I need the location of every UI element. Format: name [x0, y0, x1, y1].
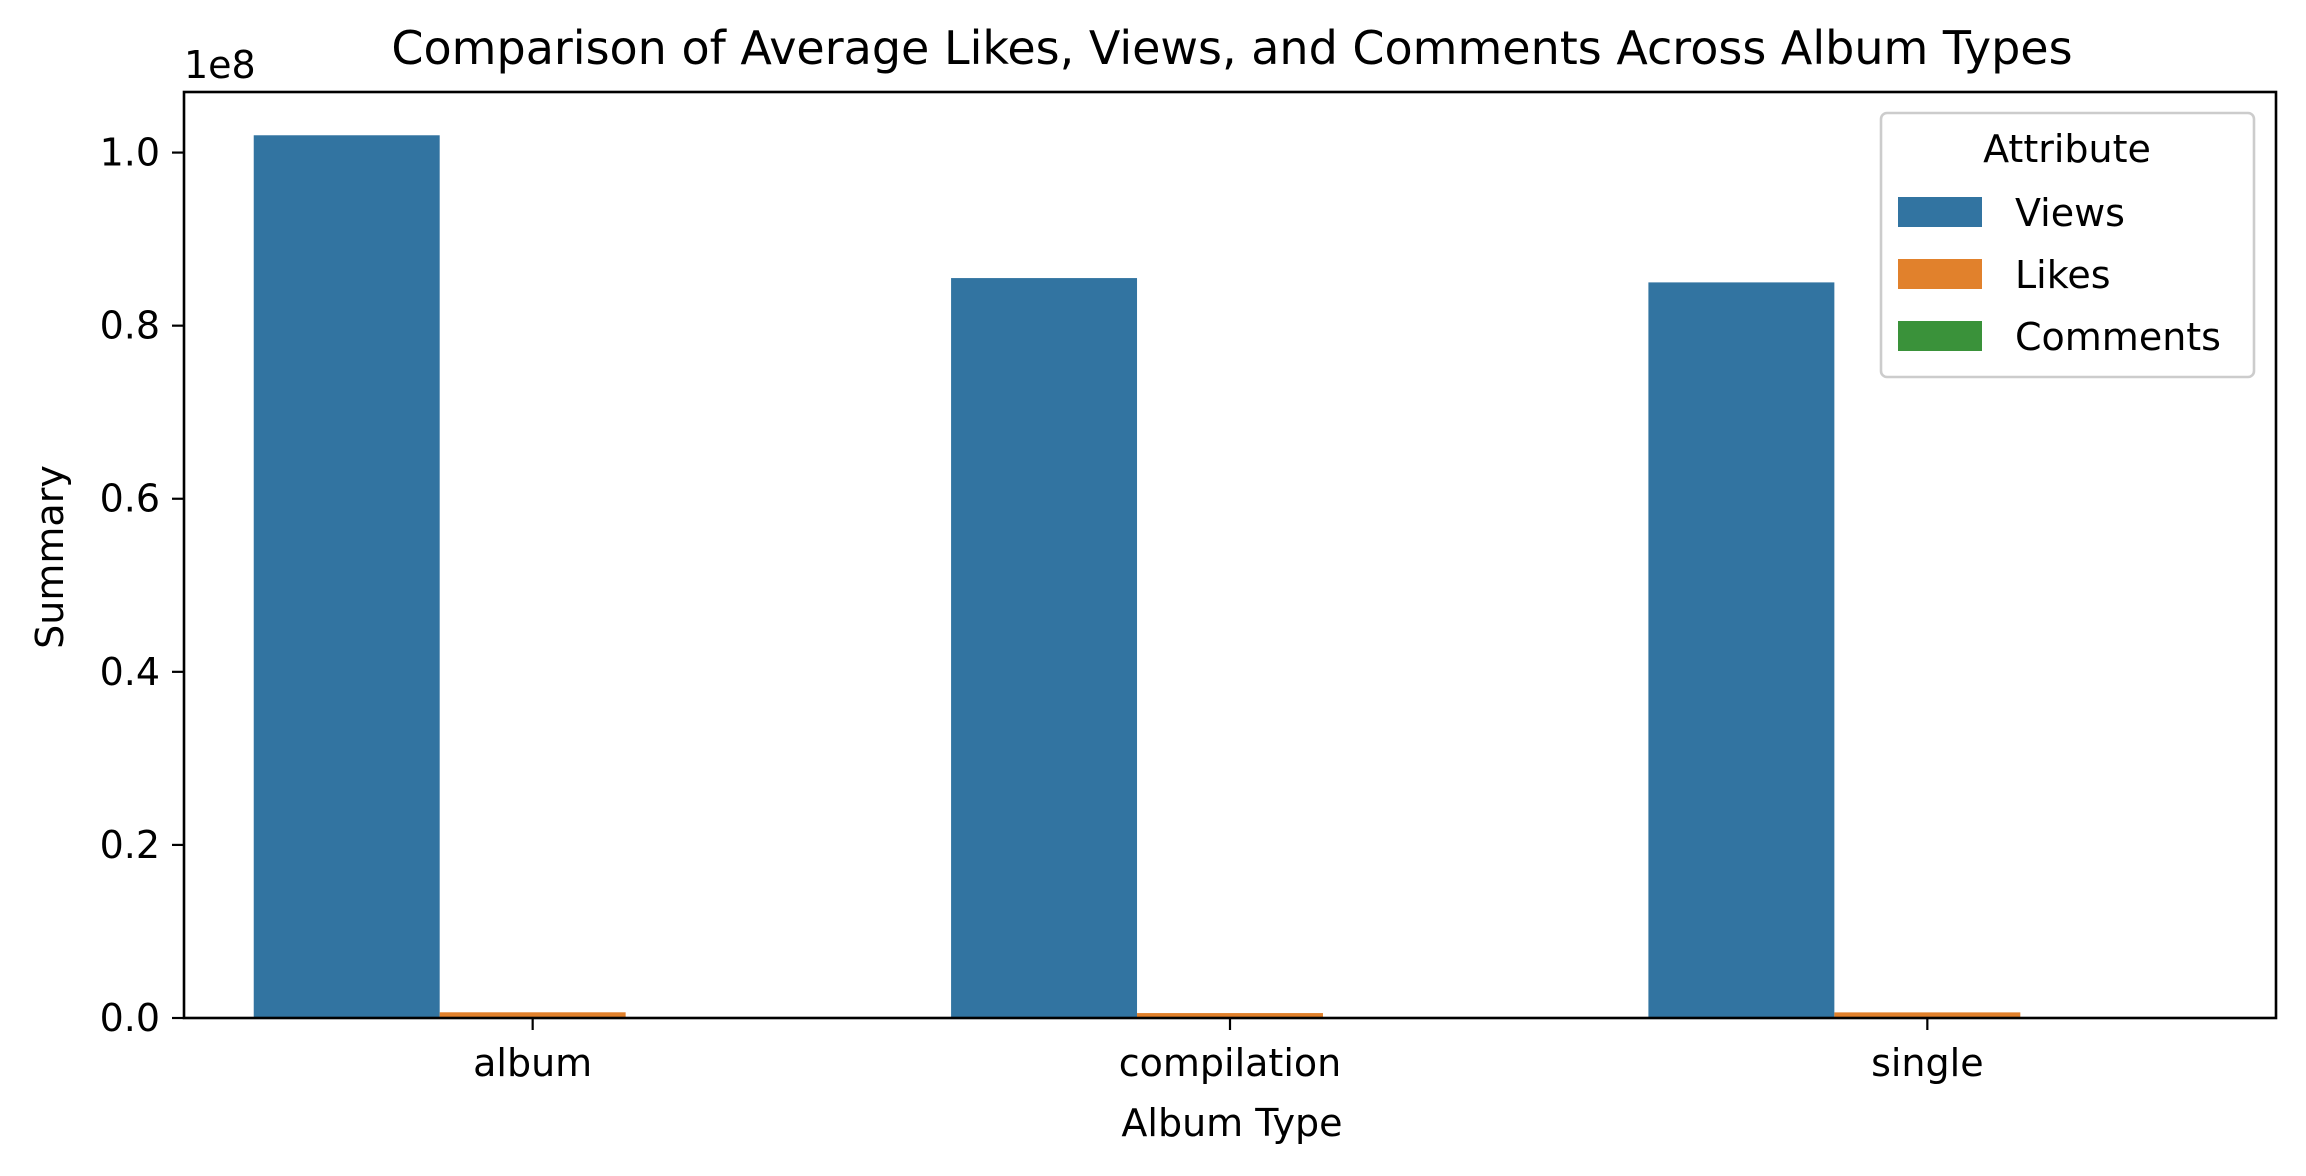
bar-views-album: [253, 135, 440, 1018]
axes-frame: [182, 90, 2278, 1020]
bar-views-compilation: [951, 278, 1138, 1018]
legend-label-comments: Comments: [2015, 315, 2221, 359]
legend-swatch-views: [1898, 197, 1982, 227]
y-axis-scale-label: 1e8: [184, 43, 256, 87]
y-tick-label: 0.2: [100, 823, 160, 867]
y-tick-label: 0.4: [100, 650, 160, 694]
y-tick-label: 1.0: [100, 131, 160, 175]
bar-likes-album: [439, 1012, 626, 1018]
x-axis-label: Album Type: [1121, 1101, 1342, 1145]
y-tick-label: 0.0: [100, 996, 160, 1040]
x-tick-label-album: album: [473, 1041, 592, 1085]
legend-label-views: Views: [2015, 191, 2125, 235]
y-tick-label: 0.8: [100, 304, 160, 348]
bar-views-single: [1648, 282, 1835, 1018]
y-axis-label: Summary: [28, 465, 72, 649]
bar-likes-single: [1834, 1012, 2021, 1018]
legend-title: Attribute: [1983, 127, 2151, 171]
y-tick-label: 0.6: [100, 477, 160, 521]
chart-title: Comparison of Average Likes, Views, and …: [391, 21, 2072, 75]
legend: Attribute Views Likes Comments: [1879, 111, 2256, 379]
plot-area: album compilation single 0.0 0.2 0.4 0.6 0.8 1.0: [100, 131, 2207, 1085]
bar-likes-compilation: [1137, 1013, 1323, 1018]
x-tick-label-compilation: compilation: [1119, 1041, 1341, 1085]
legend-frame: [1879, 111, 2256, 379]
legend-swatch-likes: [1898, 259, 1982, 289]
legend-swatch-comments: [1898, 321, 1982, 351]
x-tick-label-single: single: [1871, 1041, 1984, 1085]
legend-label-likes: Likes: [2015, 253, 2111, 297]
